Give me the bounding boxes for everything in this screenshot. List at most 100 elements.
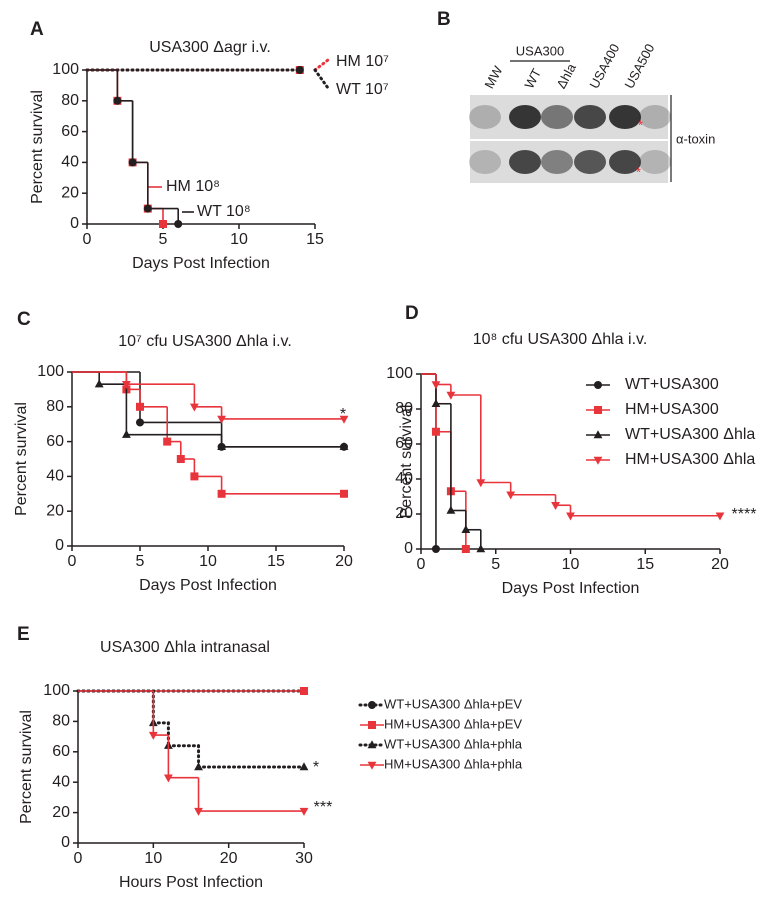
x-tick-label: 15 [636, 556, 654, 573]
legend-marker [367, 761, 377, 770]
y-tick-label: 20 [46, 502, 64, 519]
lane-label: USA500 [621, 41, 657, 91]
x-tick-label: 30 [295, 850, 313, 867]
x-tick-label: 20 [220, 850, 238, 867]
x-tick-label: 5 [159, 231, 168, 248]
x-tick-label: 0 [417, 556, 426, 573]
x-tick-label: 10 [199, 553, 217, 570]
legend-label: WT+USA300 [625, 376, 719, 393]
legend-label: WT+USA300 Δhla+phla [384, 736, 523, 751]
survival-marker [176, 455, 185, 463]
y-tick-label: 0 [61, 834, 70, 851]
legend-label: WT+USA300 Δhla+pEV [384, 696, 522, 711]
survival-marker [163, 437, 172, 446]
blot-asterisk: * [636, 164, 641, 179]
legend-label: HM+USA300 Δhla+phla [384, 756, 523, 771]
y-tick-label: 100 [43, 682, 70, 699]
y-tick-label: 100 [37, 363, 64, 380]
survival-marker [164, 774, 173, 783]
survival-marker [194, 807, 203, 816]
y-tick-label: 40 [395, 470, 413, 487]
blot-band [469, 150, 501, 174]
survival-marker [143, 204, 152, 213]
panel-letter: C [17, 309, 31, 330]
x-tick-label: 5 [136, 553, 145, 570]
survival-marker [461, 545, 470, 553]
blot-asterisk: * [638, 117, 643, 132]
survival-marker [431, 545, 440, 553]
survival-marker [136, 402, 144, 411]
survival-marker [431, 381, 441, 390]
blot-band [509, 105, 541, 129]
survival-marker [431, 398, 441, 407]
significance: * [313, 759, 319, 776]
y-tick-label: 0 [70, 215, 79, 232]
survival-marker [174, 220, 183, 228]
y-tick-label: 40 [61, 154, 79, 171]
survival-marker [476, 544, 486, 553]
legend-marker [594, 406, 602, 414]
legend-marker [367, 740, 377, 749]
survival-marker [299, 807, 309, 816]
x-tick-label: 0 [74, 850, 83, 867]
y-tick-label: 40 [52, 773, 70, 790]
survival-marker [217, 442, 226, 451]
survival-marker [122, 429, 131, 438]
chart-title: USA300 Δhla intranasal [100, 639, 270, 656]
y-tick-label: 20 [395, 505, 413, 522]
x-tick-label: 15 [306, 231, 324, 248]
x-tick-label: 10 [230, 231, 248, 248]
panel-letter: D [405, 303, 419, 324]
x-axis-label: Days Post Infection [502, 580, 640, 597]
y-tick-label: 80 [46, 398, 64, 415]
survival-marker [299, 762, 309, 771]
x-axis-label: Days Post Infection [132, 255, 270, 272]
x-tick-label: 10 [144, 850, 162, 867]
survival-marker [340, 489, 348, 498]
panel-letter: A [30, 19, 44, 40]
survival-marker [194, 762, 203, 771]
blot-band [509, 150, 541, 174]
y-axis-label: Percent survival [13, 402, 30, 516]
y-axis-label: Percent survival [29, 90, 46, 204]
survival-marker [446, 391, 456, 400]
y-tick-label: 100 [52, 61, 79, 78]
survival-marker [136, 418, 144, 427]
survival-marker [122, 380, 131, 389]
y-axis-label: Percent survival [18, 710, 35, 824]
lane-label: WT [521, 66, 544, 91]
x-tick-label: 15 [267, 553, 285, 570]
lane-label: Δhla [553, 60, 579, 91]
survival-marker [715, 512, 725, 521]
survival-marker [476, 479, 486, 488]
significance: * [340, 406, 346, 423]
legend-label: HM+USA300 Δhla+pEV [384, 716, 522, 731]
y-tick-label: 80 [395, 400, 413, 417]
y-axis-label: Percent survival [398, 405, 415, 519]
blot-band [574, 105, 606, 129]
blot-band [541, 105, 573, 129]
y-tick-label: 80 [52, 713, 70, 730]
x-tick-label: 0 [83, 231, 92, 248]
panel-letter: E [17, 624, 30, 645]
survival-marker [431, 427, 440, 436]
series-label: HM 10⁷ [336, 53, 389, 70]
legend-label: WT+USA300 Δhla [625, 426, 755, 443]
blot-band [639, 105, 671, 129]
survival-marker [217, 489, 226, 498]
x-tick-label: 20 [711, 556, 729, 573]
survival-marker [159, 220, 167, 228]
survival-marker [190, 403, 199, 412]
legend-label: HM+USA300 [625, 401, 719, 418]
survival-marker [113, 96, 122, 105]
survival-marker [506, 491, 516, 500]
chart-title: 10⁷ cfu USA300 Δhla i.v. [118, 333, 292, 350]
survival-marker [300, 687, 308, 695]
survival-marker [217, 415, 226, 424]
survival-marker [190, 472, 199, 481]
x-tick-label: 10 [562, 556, 580, 573]
blot-band [609, 105, 641, 129]
blot-band [541, 150, 573, 174]
chart-title: 10⁸ cfu USA300 Δhla i.v. [473, 331, 648, 348]
